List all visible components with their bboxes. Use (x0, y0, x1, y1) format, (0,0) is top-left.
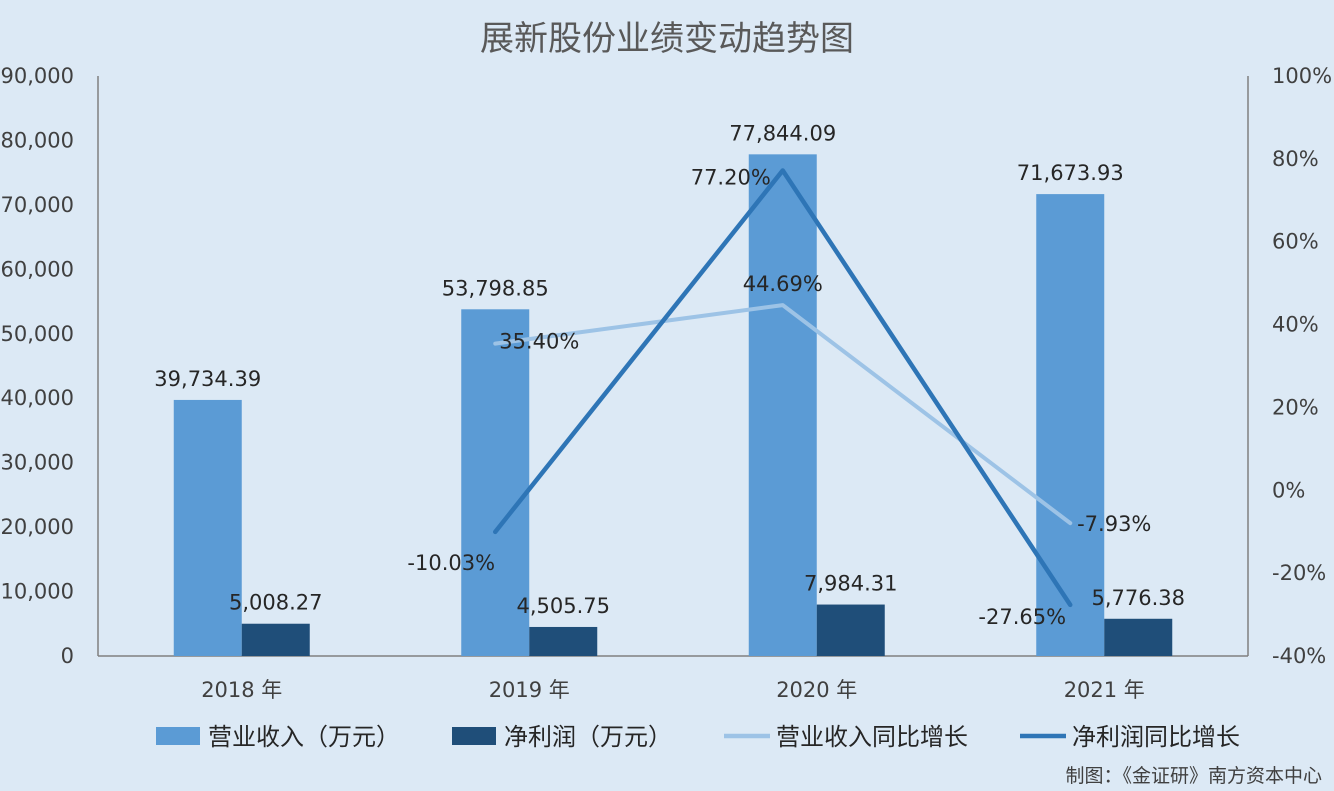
y-left-tick-label: 80,000 (1, 128, 74, 152)
bar-data-label: 39,734.39 (154, 367, 261, 391)
chart-title: 展新股份业绩变动趋势图 (480, 19, 854, 59)
y-right-tick-label: 100% (1272, 64, 1332, 88)
legend-net-profit-swatch (452, 727, 496, 745)
y-left-tick-label: 50,000 (1, 322, 74, 346)
bar-net-profit (529, 626, 598, 656)
bar-data-label: 5,776.38 (1091, 586, 1185, 610)
x-tick-label: 2021 年 (1064, 678, 1145, 702)
bar-revenue (461, 309, 530, 656)
bar-revenue (748, 154, 817, 657)
y-left-tick-label: 60,000 (1, 257, 74, 281)
y-left-tick-label: 20,000 (1, 515, 74, 539)
y-right-tick-label: -40% (1272, 644, 1326, 668)
legend-revenue-growth-label: 营业收入同比增长 (776, 723, 968, 751)
bar-net-profit (1104, 618, 1173, 656)
y-right-tick-label: 0% (1272, 478, 1305, 502)
plot-area: 0 10,000 20,000 30,000 40,000 50,000 60,000 70,… (1, 64, 1333, 702)
bar-data-label: 77,844.09 (729, 121, 836, 145)
legend-net-profit-growth-label: 净利润同比增长 (1072, 723, 1240, 751)
line-data-label: 44.69% (743, 272, 823, 296)
legend-net-profit-label: 净利润（万元） (504, 723, 672, 751)
legend: 营业收入（万元） 净利润（万元） 营业收入同比增长 净利润同比增长 (156, 723, 1240, 751)
y-left-tick-label: 30,000 (1, 451, 74, 475)
y-left-tick-label: 10,000 (1, 580, 74, 604)
line-data-label: -7.93% (1077, 512, 1151, 536)
bar-data-label: 53,798.85 (442, 276, 549, 300)
bar-data-label: 7,984.31 (804, 572, 898, 596)
line-net-profit-growth (493, 168, 1073, 608)
line-data-label: 35.40% (499, 330, 579, 354)
bar-revenue (173, 399, 242, 656)
line-data-label: -10.03% (407, 551, 495, 575)
y-left-tick-label: 70,000 (1, 193, 74, 217)
line-revenue-growth (493, 303, 1073, 526)
x-tick-label: 2019 年 (489, 678, 570, 702)
bar-net-profit (241, 623, 310, 656)
y-left-tick-label: 90,000 (1, 64, 74, 88)
bar-net-profit (816, 604, 885, 656)
legend-revenue-swatch (156, 727, 200, 745)
line-data-label: -27.65% (978, 605, 1066, 629)
y-right-tick-label: -20% (1272, 561, 1326, 585)
y-left-tick-label: 40,000 (1, 386, 74, 410)
y-right-tick-label: 60% (1272, 230, 1319, 254)
bar-data-label: 71,673.93 (1017, 161, 1124, 185)
legend-revenue-label: 营业收入（万元） (208, 723, 400, 751)
y-right-tick-label: 20% (1272, 395, 1319, 419)
bar-revenue (1036, 194, 1105, 657)
chart-credit: 制图：《金证研》南方资本中心 (1065, 765, 1322, 787)
y-right-tick-label: 80% (1272, 147, 1319, 171)
x-tick-label: 2018 年 (201, 678, 282, 702)
x-tick-label: 2020 年 (776, 678, 857, 702)
bar-data-label: 4,505.75 (516, 594, 610, 618)
line-data-label: 77.20% (691, 165, 771, 189)
y-left-tick-label: 0 (61, 644, 74, 668)
bar-data-label: 5,008.27 (229, 591, 323, 615)
y-right-tick-label: 40% (1272, 313, 1319, 337)
